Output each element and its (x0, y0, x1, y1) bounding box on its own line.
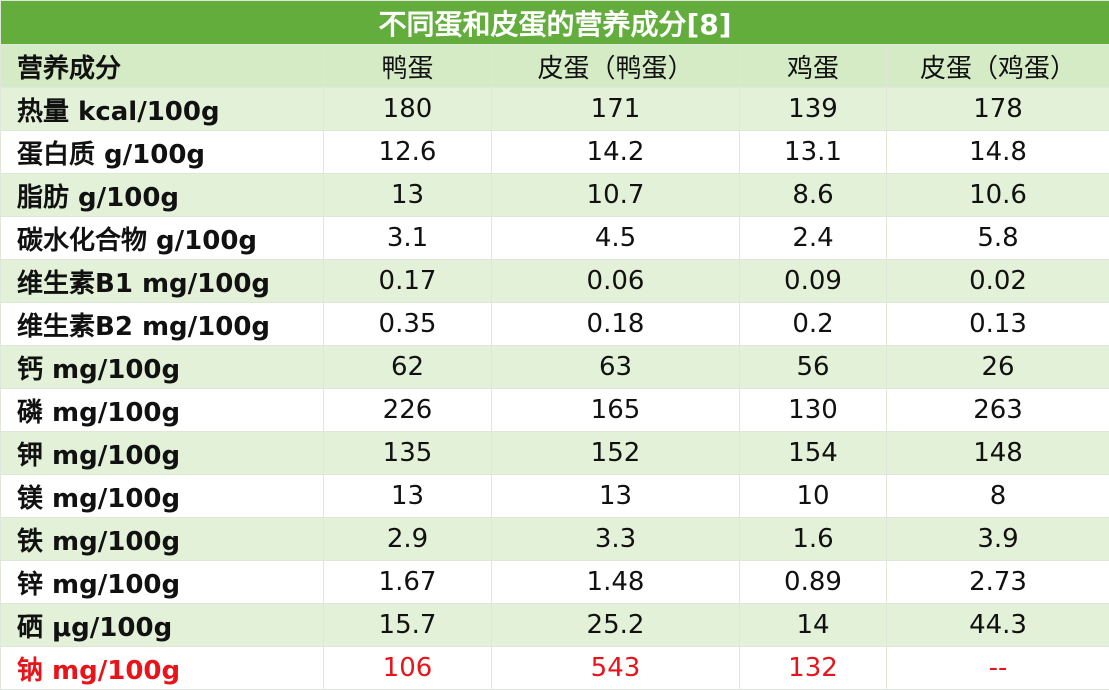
value-cell: 13 (324, 174, 492, 217)
value-cell: 13 (492, 475, 740, 518)
row-label: 磷 mg/100g (1, 389, 324, 432)
row-label: 钙 mg/100g (1, 346, 324, 389)
value-cell: 1.48 (492, 561, 740, 604)
value-cell: 5.8 (887, 217, 1109, 260)
value-cell: 3.1 (324, 217, 492, 260)
value-cell: 148 (887, 432, 1109, 475)
value-cell: 226 (324, 389, 492, 432)
header-cell: 鸭蛋 (324, 45, 492, 88)
value-cell: 4.5 (492, 217, 740, 260)
value-cell: 56 (740, 346, 887, 389)
value-cell: 543 (492, 647, 740, 690)
row-label: 热量 kcal/100g (1, 88, 324, 131)
row-label: 铁 mg/100g (1, 518, 324, 561)
value-cell: 13 (324, 475, 492, 518)
header-cell: 皮蛋（鸡蛋） (887, 45, 1109, 88)
row-label: 蛋白质 g/100g (1, 131, 324, 174)
value-cell: 3.9 (887, 518, 1109, 561)
value-cell: 0.02 (887, 260, 1109, 303)
value-cell: 12.6 (324, 131, 492, 174)
value-cell: 180 (324, 88, 492, 131)
header-row: 营养成分鸭蛋皮蛋（鸭蛋）鸡蛋皮蛋（鸡蛋） (1, 45, 1109, 88)
value-cell: 2.4 (740, 217, 887, 260)
row-label: 锌 mg/100g (1, 561, 324, 604)
value-cell: 0.35 (324, 303, 492, 346)
value-cell: 0.09 (740, 260, 887, 303)
value-cell: 152 (492, 432, 740, 475)
header-cell: 营养成分 (1, 45, 324, 88)
row-label: 钾 mg/100g (1, 432, 324, 475)
value-cell: 139 (740, 88, 887, 131)
value-cell: 15.7 (324, 604, 492, 647)
value-cell: 25.2 (492, 604, 740, 647)
value-cell: 10.6 (887, 174, 1109, 217)
value-cell: 132 (740, 647, 887, 690)
value-cell: 130 (740, 389, 887, 432)
value-cell: 8.6 (740, 174, 887, 217)
value-cell: 165 (492, 389, 740, 432)
value-cell: 14 (740, 604, 887, 647)
value-cell: 62 (324, 346, 492, 389)
value-cell: 10.7 (492, 174, 740, 217)
value-cell: 0.89 (740, 561, 887, 604)
table-title: 不同蛋和皮蛋的营养成分[8] (1, 1, 1109, 45)
value-cell: 178 (887, 88, 1109, 131)
value-cell: 3.3 (492, 518, 740, 561)
value-cell: 0.06 (492, 260, 740, 303)
value-cell: 44.3 (887, 604, 1109, 647)
value-cell: 106 (324, 647, 492, 690)
value-cell: 135 (324, 432, 492, 475)
value-cell: -- (887, 647, 1109, 690)
value-cell: 10 (740, 475, 887, 518)
row-label: 钠 mg/100g (1, 647, 324, 690)
value-cell: 1.6 (740, 518, 887, 561)
value-cell: 0.17 (324, 260, 492, 303)
header-cell: 鸡蛋 (740, 45, 887, 88)
value-cell: 14.8 (887, 131, 1109, 174)
value-cell: 26 (887, 346, 1109, 389)
row-label: 维生素B1 mg/100g (1, 260, 324, 303)
row-label: 镁 mg/100g (1, 475, 324, 518)
value-cell: 2.73 (887, 561, 1109, 604)
value-cell: 1.67 (324, 561, 492, 604)
value-cell: 171 (492, 88, 740, 131)
row-label: 碳水化合物 g/100g (1, 217, 324, 260)
row-label: 硒 μg/100g (1, 604, 324, 647)
value-cell: 8 (887, 475, 1109, 518)
value-cell: 2.9 (324, 518, 492, 561)
value-cell: 154 (740, 432, 887, 475)
row-label: 脂肪 g/100g (1, 174, 324, 217)
value-cell: 0.2 (740, 303, 887, 346)
value-cell: 0.13 (887, 303, 1109, 346)
title-row: 不同蛋和皮蛋的营养成分[8] (1, 1, 1109, 45)
value-cell: 13.1 (740, 131, 887, 174)
value-cell: 263 (887, 389, 1109, 432)
value-cell: 0.18 (492, 303, 740, 346)
value-cell: 63 (492, 346, 740, 389)
header-cell: 皮蛋（鸭蛋） (492, 45, 740, 88)
row-label: 维生素B2 mg/100g (1, 303, 324, 346)
value-cell: 14.2 (492, 131, 740, 174)
